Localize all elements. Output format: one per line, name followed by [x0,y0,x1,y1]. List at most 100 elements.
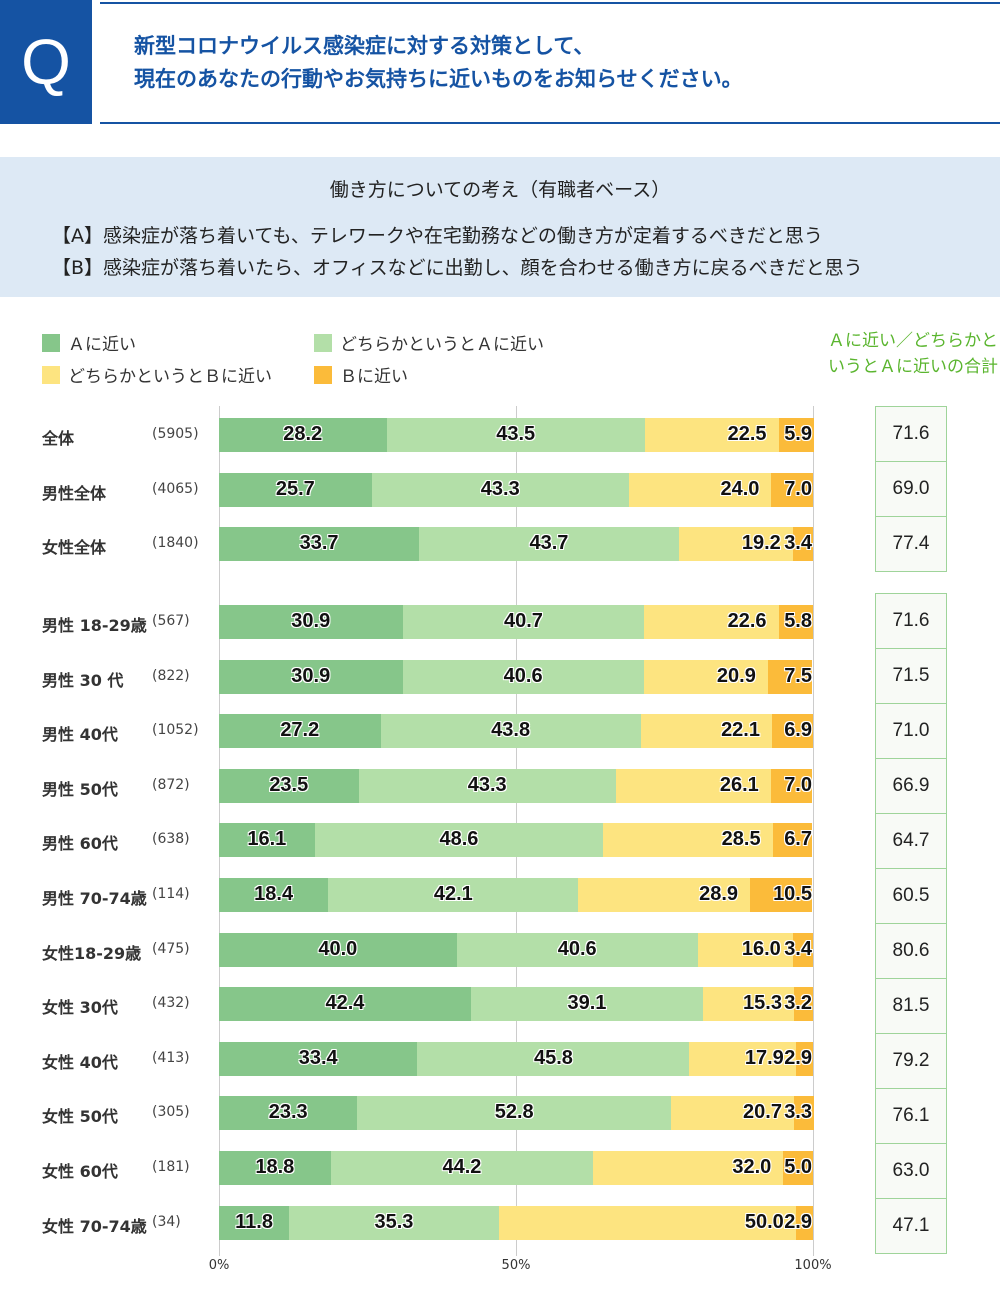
row-n: (114) [152,886,190,902]
legend-swatch [314,333,332,352]
bar-segment [328,878,579,912]
value-label: 19.2 [741,532,781,555]
bar-row: 男性 50代 (872) 23.5 43.3 26.1 7.0 [0,768,1000,803]
value-label: 10.5 [773,883,812,905]
bar-segment [792,527,813,562]
bar-segment [770,768,813,803]
bar-row: 女性 70-74歳 (34) 11.8 35.3 50.0 2.9 [0,1205,1000,1240]
value-label: 43.3 [480,477,520,500]
bar-segment [219,1041,418,1076]
bar-segment [219,1096,358,1131]
bar-segment [219,823,315,858]
row-n: (1840) [152,535,199,552]
legend-item: Ｂに近い [314,362,408,387]
bar-segment [771,472,813,507]
sum-value: 71.6 [876,594,946,649]
description-band: 働き方についての考え（有職者ベース） 【A】感染症が落ち着いても、テレワークや在… [0,157,1000,297]
value-label: 24.0 [720,477,760,500]
value-label: 20.7 [743,1101,782,1124]
value-label: 39.1 [567,992,607,1015]
sum-column: 71.6 71.5 71.0 66.9 64.7 60.5 80.6 81.5 79.2 76.1… [875,593,947,1254]
value-label: 3.3 [784,1101,812,1124]
row-label: 女性 60代 [42,1162,118,1181]
bar-segment [615,768,771,803]
legend-label: どちらかというとＢに近い [68,367,272,387]
value-label: 2.9 [784,1046,812,1069]
row-label: 女性 40代 [42,1052,118,1072]
statement-a: 【A】感染症が落ち着いても、テレワークや在宅勤務などの働き方が定着するべきだと思… [52,225,823,247]
legend-label: Ｂに近い [340,367,408,387]
bar-row: 女性 40代 (413) 33.4 45.8 17.9 2.9 [0,1041,1000,1076]
value-label: 52.8 [494,1101,534,1124]
row-label: 男性 18-29歳 [42,616,147,635]
sum-column: 71.6 69.0 77.4 [875,406,947,572]
bar-segment [371,472,629,507]
value-label: 43.7 [529,532,569,555]
row-label: 女性 30代 [42,998,118,1018]
bar-segment [793,1096,814,1131]
bar-segment [697,932,793,967]
bar-segment [644,418,779,452]
row-label: 女性 70-74歳 [42,1216,147,1236]
bar-segment [219,605,403,639]
sum-value: 77.4 [892,533,930,554]
row-label: 女性18-29歳 [42,943,142,963]
bar-segment [678,527,793,562]
bar-segment [671,1096,794,1131]
bar-segment [330,1151,594,1185]
sum-value: 66.9 [876,759,946,814]
legend-label: どちらかというとＡに近い [340,335,544,355]
bar-segment [219,472,372,507]
row-label: 女性 50代 [42,1107,118,1127]
bar-segment [767,659,813,694]
bar-segment [358,768,616,803]
value-label: 27.2 [280,719,320,742]
bar-segment [640,714,772,749]
x-tick: 50% [501,1258,531,1273]
value-label: 20.9 [716,664,756,687]
value-label: 25.7 [275,477,315,500]
bar-segment [357,1096,672,1131]
sum-value: 71.6 [876,407,946,462]
bar-segment [792,932,813,967]
bar-segment [628,472,772,507]
bar-segment [219,1151,331,1185]
sum-value: 60.5 [876,869,946,924]
value-label: 7.0 [784,477,812,500]
bar-segment [643,659,768,694]
bar-segment [380,714,641,749]
row-label: 全体 [42,429,75,448]
value-label: 17.9 [744,1046,784,1069]
value-label: 30.9 [291,664,331,687]
row-n: (432) [152,995,190,1012]
value-label: 2.9 [784,1210,812,1233]
bar-row: 男性 70-74歳 (114) 18.4 42.1 28.9 10.5 [0,878,1000,912]
bar-segment [772,823,813,858]
value-label: 28.9 [699,883,739,905]
value-label: 22.6 [727,610,767,632]
row-label: 男性全体 [42,483,107,503]
bar-row: 男性 30 代 (822) 30.9 40.6 20.9 7.5 [0,659,1000,694]
bar-row: 全体 (5905) 28.2 43.5 22.5 5.9 [0,418,1000,452]
bar-segment [314,823,604,858]
bar-segment [593,1151,784,1185]
value-label: 40.0 [318,937,358,960]
bar-segment [417,1041,690,1076]
legend-swatch [42,333,60,352]
row-n: (475) [152,940,190,957]
question-line: 現在のあなたの行動やお気持ちに近いものをお知らせください。 [134,67,743,91]
value-label: 6.7 [784,828,812,851]
legend-item: Ａに近い [42,330,136,355]
bar-segment [778,418,814,452]
value-label: 5.8 [784,610,812,632]
x-tick: 100% [794,1258,832,1273]
bar-segment [795,1205,813,1240]
question-line: 新型コロナウイルス感染症に対する対策として、 [134,34,595,58]
bar-segment [219,527,420,562]
value-label: 3.2 [784,992,812,1015]
statement-b: 【B】感染症が落ち着いたら、オフィスなどに出勤し、顔を合わせる働き方に戻るべきだ… [52,257,863,279]
value-label: 32.0 [732,1156,772,1178]
bar-row: 女性18-29歳 (475) 40.0 40.6 16.0 3.4 [0,932,1000,967]
value-label: 28.2 [283,423,323,445]
bar-row: 男性 18-29歳 (567) 30.9 40.7 22.6 5.8 [0,605,1000,639]
